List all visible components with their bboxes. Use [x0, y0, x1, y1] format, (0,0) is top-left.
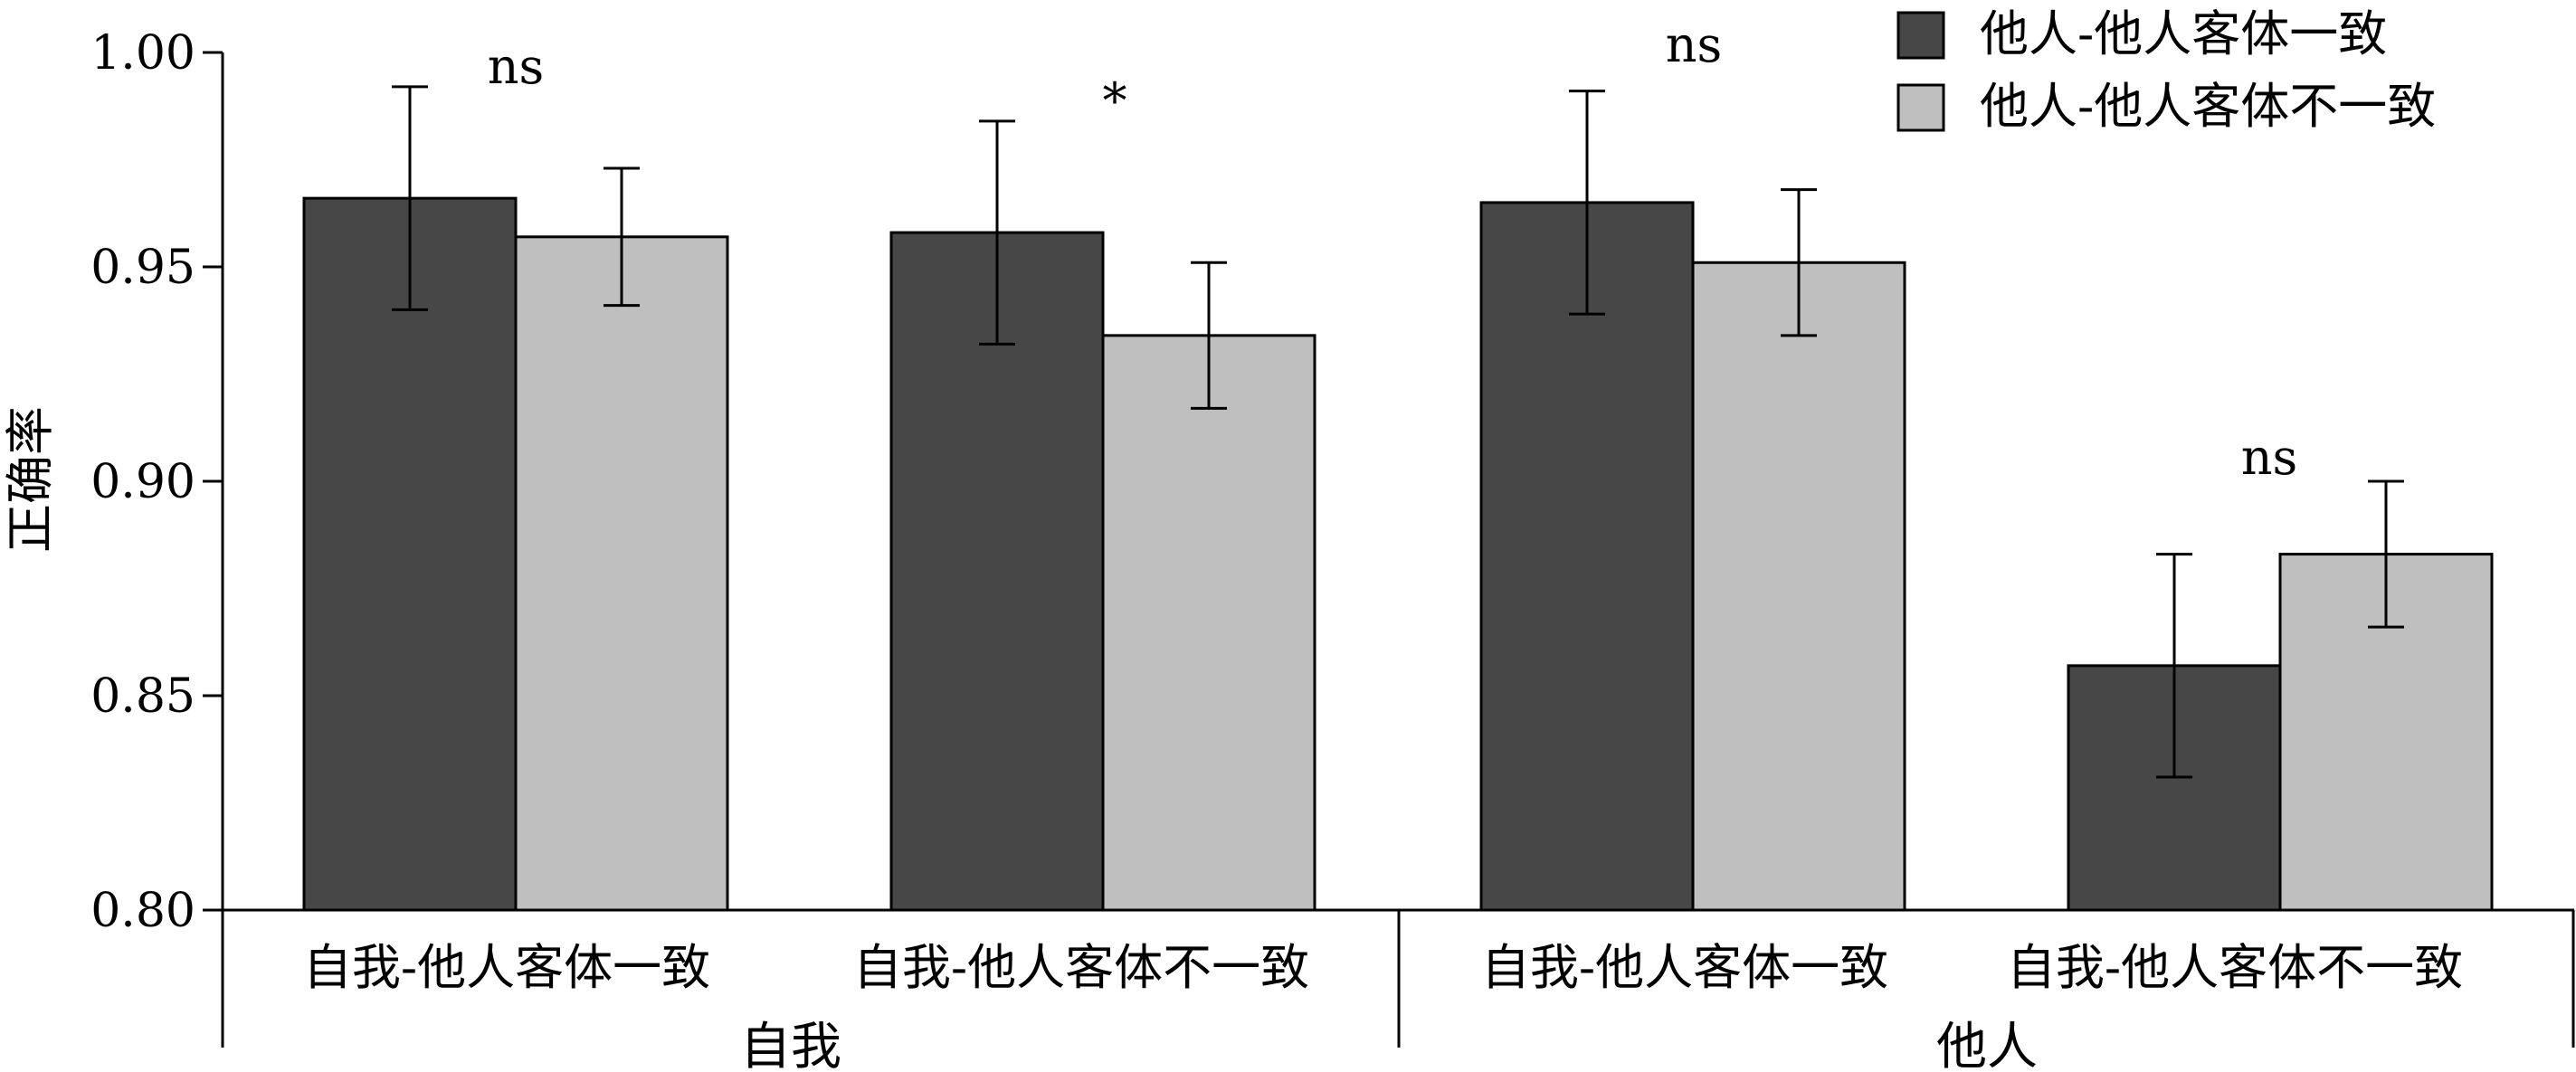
bar: [1691, 261, 1906, 912]
labels: ns * ns ns 自我-他人客体一致 自我-他人客体不一致 自我-他人客体一致 自我-他人…: [303, 16, 2463, 1072]
y-tick-label: 0.80: [90, 884, 195, 938]
y-tick-label: 0.95: [90, 241, 195, 295]
x-group-label: 自我: [740, 1018, 841, 1072]
x-category-label: 自我-他人客体不一致: [853, 939, 1309, 996]
legend-label: 他人-他人客体不一致: [1980, 78, 2436, 135]
significance-label: ns: [2241, 429, 2298, 486]
error-bars: [392, 85, 2404, 779]
y-axis-title: 正确率: [2, 406, 59, 553]
y-tick-label: 1.00: [90, 26, 195, 81]
significance-label: ns: [488, 38, 545, 95]
y-tick-label: 0.90: [90, 455, 195, 509]
bar: [514, 235, 729, 912]
x-category-label: 自我-他人客体一致: [303, 939, 710, 996]
legend-label: 他人-他人客体一致: [1980, 5, 2387, 62]
x-category-label: 自我-他人客体一致: [1481, 939, 1888, 996]
significance-label: ns: [1666, 16, 1723, 73]
bar: [1479, 201, 1695, 912]
significance-label: *: [1103, 72, 1127, 129]
legend-swatch: [1896, 83, 1945, 132]
legend-swatch: [1896, 11, 1945, 60]
x-group-label: 他人: [1936, 1018, 2038, 1072]
bar: [889, 231, 1105, 912]
axes: 0.80 0.85 0.90 0.95 1.00 正确率: [2, 26, 2575, 1048]
y-tick-label: 0.85: [90, 669, 195, 724]
bar: [1101, 334, 1317, 912]
x-category-label: 自我-他人客体不一致: [2007, 939, 2463, 996]
bars: [302, 196, 2494, 912]
